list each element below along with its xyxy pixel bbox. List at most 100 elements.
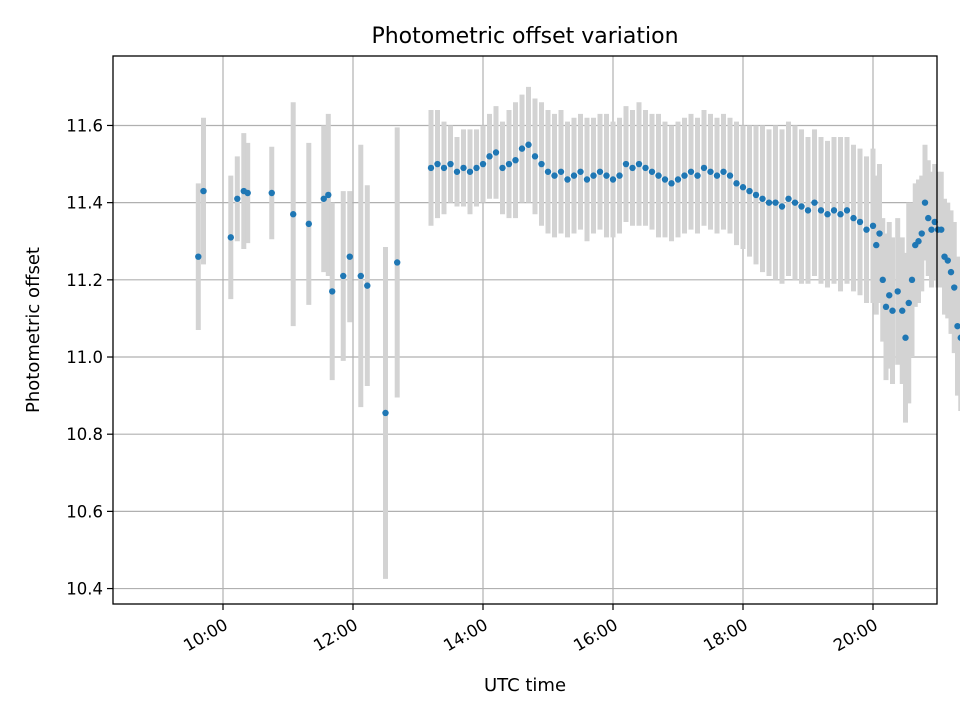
data-point <box>947 268 955 276</box>
data-point <box>886 292 893 299</box>
data-point <box>951 284 958 291</box>
data-point <box>544 168 552 175</box>
data-point <box>925 214 932 222</box>
data-point <box>320 195 327 202</box>
data-point <box>830 207 838 214</box>
data-point <box>340 272 347 280</box>
data-point <box>453 168 461 175</box>
data-point <box>681 172 688 179</box>
y-axis-ticks: 10.4 10.6 10.8 11.0 11.2 11.4 11.6 <box>66 116 113 599</box>
data-point <box>902 334 909 341</box>
data-point <box>817 207 825 214</box>
data-point <box>954 322 960 330</box>
data-point <box>869 222 877 230</box>
data-points <box>195 141 960 417</box>
data-point <box>720 168 727 175</box>
data-point <box>473 164 480 172</box>
x-tick-label: 18:00 <box>700 615 751 655</box>
data-point <box>551 172 558 179</box>
y-axis-label: Photometric offset <box>23 247 44 413</box>
y-tick-label: 11.6 <box>66 116 103 135</box>
data-point <box>557 168 565 175</box>
x-tick-label: 10:00 <box>180 615 231 655</box>
data-point <box>733 180 740 187</box>
data-point <box>850 214 857 222</box>
data-point <box>382 409 389 417</box>
y-tick-label: 10.4 <box>66 580 103 599</box>
data-point <box>707 168 714 175</box>
data-point <box>195 253 202 260</box>
data-point <box>905 299 912 307</box>
y-tick-label: 11.0 <box>66 348 103 367</box>
data-point <box>785 195 792 202</box>
data-point <box>894 288 901 295</box>
data-point <box>200 187 207 195</box>
data-point <box>655 172 662 179</box>
data-point <box>648 168 656 175</box>
data-point <box>811 199 818 206</box>
data-point <box>460 164 467 172</box>
data-point <box>492 149 500 156</box>
data-point <box>525 141 532 148</box>
data-point <box>325 191 332 199</box>
data-point <box>928 226 935 233</box>
chart-title: Photometric offset variation <box>371 24 678 49</box>
data-point <box>856 218 864 226</box>
x-axis-ticks: 10:00 12:00 14:00 16:00 18:00 20:00 <box>180 604 881 655</box>
data-point <box>603 172 610 179</box>
x-axis-label: UTC time <box>484 675 566 696</box>
data-point <box>268 189 275 197</box>
data-point <box>843 207 851 214</box>
data-point <box>752 191 760 199</box>
data-point <box>427 164 435 172</box>
y-tick-label: 10.8 <box>66 425 103 444</box>
data-point <box>329 288 336 295</box>
data-point <box>804 207 812 214</box>
data-point <box>791 199 799 206</box>
data-point <box>931 218 938 226</box>
data-point <box>772 199 779 206</box>
data-point <box>661 176 669 183</box>
x-tick-label: 16:00 <box>570 615 621 655</box>
data-point <box>364 282 371 289</box>
data-point <box>512 156 519 164</box>
data-point <box>713 172 721 179</box>
data-point <box>668 180 675 187</box>
data-point <box>622 160 630 168</box>
data-point <box>583 176 591 183</box>
data-point <box>759 195 766 202</box>
data-point <box>290 211 297 218</box>
data-point <box>700 164 708 172</box>
y-tick-label: 11.2 <box>66 271 103 290</box>
data-point <box>564 176 571 183</box>
data-point <box>879 276 886 284</box>
data-point <box>629 164 636 172</box>
data-point <box>746 187 753 195</box>
data-point <box>486 153 493 160</box>
data-point <box>899 307 906 314</box>
data-point <box>944 257 951 264</box>
data-point <box>876 230 883 237</box>
data-point <box>915 238 922 245</box>
x-tick-label: 12:00 <box>310 615 361 655</box>
x-tick-label: 20:00 <box>830 615 881 655</box>
data-point <box>466 168 474 175</box>
data-point <box>938 226 945 233</box>
data-point <box>798 203 805 210</box>
data-point <box>305 220 312 228</box>
data-point <box>824 211 831 218</box>
data-point <box>234 195 241 202</box>
data-point <box>778 203 786 210</box>
data-point <box>434 160 441 168</box>
data-point <box>921 199 929 206</box>
error-bars <box>195 86 960 579</box>
data-point <box>577 168 584 175</box>
data-point <box>908 276 916 284</box>
data-point <box>616 172 623 179</box>
plot-frame <box>112 55 938 605</box>
data-point <box>596 168 604 175</box>
data-point <box>570 172 578 179</box>
grid-lines <box>113 56 937 604</box>
data-point <box>244 189 251 197</box>
